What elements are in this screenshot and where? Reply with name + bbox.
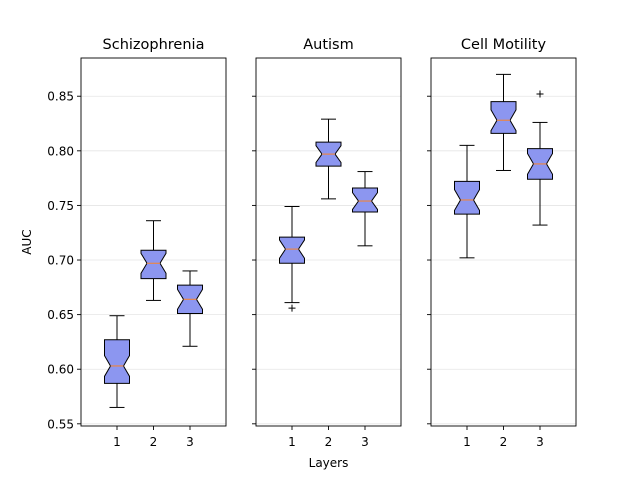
flier-marker — [288, 304, 296, 312]
box-notched — [140, 249, 167, 280]
box-notched — [352, 187, 378, 213]
x-tick-label: 3 — [361, 435, 369, 449]
panel-frame — [255, 57, 402, 427]
panel-title: Cell Motility — [461, 37, 547, 53]
y-tick-label: 0.65 — [47, 308, 74, 322]
x-tick-label: 1 — [113, 435, 121, 449]
y-tick-label: 0.60 — [47, 363, 74, 377]
x-axis-label: Layers — [309, 456, 349, 470]
panel-title: Autism — [303, 37, 354, 53]
box-notched — [490, 101, 517, 134]
box-notched — [454, 180, 480, 215]
y-tick-label: 0.70 — [47, 254, 74, 268]
x-tick-label: 3 — [536, 435, 544, 449]
y-tick-label: 0.85 — [47, 90, 74, 104]
x-tick-label: 1 — [288, 435, 296, 449]
y-axis-label: AUC — [20, 229, 34, 254]
flier-marker — [536, 90, 544, 98]
x-tick-label: 2 — [150, 435, 158, 449]
x-tick-label: 2 — [325, 435, 333, 449]
y-tick-label: 0.80 — [47, 144, 74, 158]
box-notched — [104, 339, 130, 384]
x-tick-label: 3 — [186, 435, 194, 449]
x-tick-label: 1 — [463, 435, 471, 449]
panel-title: Schizophrenia — [103, 37, 205, 53]
box-notched — [279, 236, 305, 264]
x-tick-label: 2 — [500, 435, 508, 449]
y-tick-label: 0.55 — [47, 417, 74, 431]
y-tick-label: 0.75 — [47, 199, 74, 213]
